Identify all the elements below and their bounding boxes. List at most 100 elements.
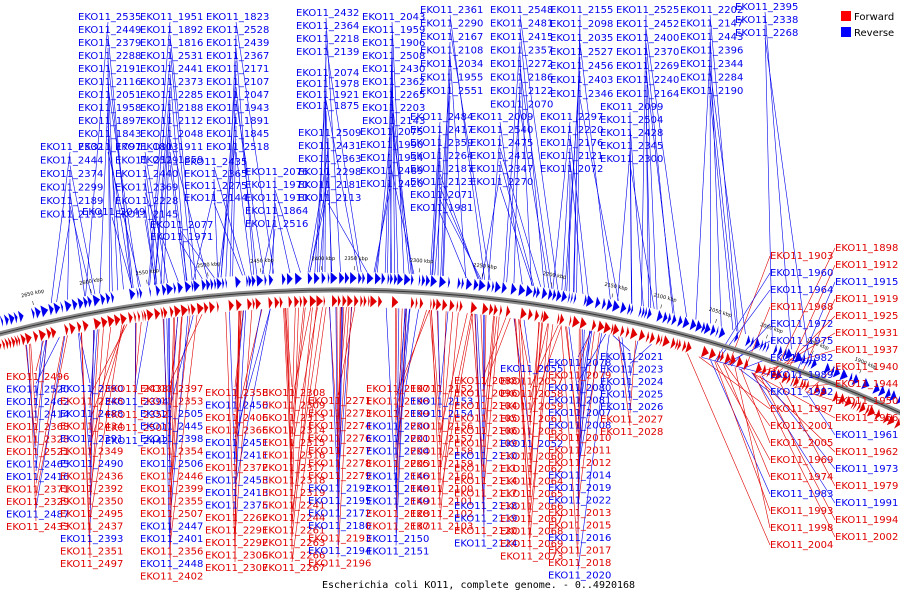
reverse-gene-arrow [762,340,766,352]
gene-label: EKO11_2167 [420,32,483,43]
forward-gene-arrow [766,366,771,378]
reverse-gene-arrow [847,372,853,384]
gene-label: EKO11_1898 [835,243,898,254]
gene-label: EKO11_2269 [616,61,679,72]
leader-line [566,326,579,445]
gene-label: EKO11_2300 [600,154,663,165]
leader-line [439,186,480,280]
scale-tick [90,288,92,293]
reverse-gene-arrow [525,285,533,297]
leader-line [144,219,157,285]
leader-line [291,307,323,513]
gene-label: EKO11_2156 [410,422,473,433]
gene-label: EKO11_2062 [500,464,563,475]
reverse-gene-arrow [110,291,114,304]
reverse-gene-arrow [221,277,225,290]
gene-label: EKO11_2292 [205,538,268,549]
reverse-gene-arrow [662,311,668,324]
leader-line [169,164,186,281]
leader-line [687,353,771,546]
gene-label: EKO11_2437 [60,522,123,533]
gene-label: EKO11_2317 [262,463,325,474]
reverse-gene-arrow [248,275,252,288]
gene-label: EKO11_2370 [616,47,679,58]
reverse-gene-arrow [82,296,88,309]
gene-label: EKO11_1975 [770,336,833,347]
gene-label: EKO11_2401 [140,534,203,545]
reverse-gene-arrow [281,273,286,286]
forward-gene-arrow [488,303,494,316]
gene-label: EKO11_2008 [548,421,611,432]
gene-label: EKO11_2368 [6,422,69,433]
forward-gene-arrow [493,304,498,316]
gene-label: EKO11_2014 [548,471,611,482]
forward-gene-arrow [268,296,273,309]
forward-gene-arrow [790,374,795,386]
leader-line [617,150,631,301]
forward-gene-arrow [7,337,12,349]
leader-line [764,11,792,350]
leader-line [30,343,37,422]
reverse-gene-arrow [777,345,783,357]
leader-line [529,322,543,476]
reverse-gene-arrow [210,278,214,291]
gene-label: EKO11_1925 [835,311,898,322]
reverse-gene-arrow [765,341,770,353]
leader-line [89,328,104,509]
leader-line [169,315,194,409]
leader-line [513,82,521,284]
leader-line [576,84,581,293]
gene-label: EKO11_2228 [115,196,178,207]
gene-label: EKO11_2328 [6,435,69,446]
gene-label: EKO11_2079 [548,371,611,382]
forward-gene-arrow [169,305,174,318]
gene-label: EKO11_2379 [78,38,141,49]
forward-gene-arrow [50,326,57,339]
scale-tick-label: 2550 kbp [135,268,159,277]
leader-line [99,99,109,294]
leader-line [395,308,410,434]
reverse-gene-arrow [430,275,437,287]
gene-label: EKO11_2204 [366,447,429,458]
gene-label: EKO11_2284 [680,73,743,84]
forward-gene-arrow [774,369,782,381]
leader-line [499,147,542,288]
forward-gene-arrow [630,327,638,340]
leader-line [35,340,44,372]
reverse-gene-arrow [695,320,702,332]
gene-label: EKO11_2456 [550,61,613,72]
gene-label: EKO11_2063 [500,427,563,438]
reverse-gene-arrow [256,274,264,287]
forward-gene-arrow [363,295,367,308]
forward-gene-arrow [4,337,9,350]
gene-label: EKO11_1997 [770,404,833,415]
reverse-gene-arrow [34,306,41,319]
reverse-gene-arrow [177,281,183,294]
gene-label: EKO11_2002 [835,532,898,543]
leader-line [629,163,655,309]
reverse-gene-arrow [700,321,706,334]
gene-label: EKO11_2047 [206,90,269,101]
forward-gene-arrow [856,400,861,412]
gene-label: EKO11_2262 [205,513,268,524]
forward-gene-arrow [676,339,681,351]
leader-line [499,186,533,286]
gene-label: EKO11_1992 [770,387,833,398]
gene-label: EKO11_2451 [205,438,268,449]
gene-label: EKO11_2078 [548,358,611,369]
leader-line [503,41,521,282]
reverse-gene-arrow [307,272,313,285]
leader-line [395,309,419,446]
forward-gene-arrow [252,297,255,310]
gene-label: EKO11_2112 [140,116,203,127]
gene-label: EKO11_1931 [835,328,898,339]
gene-label: EKO11_2374 [40,169,103,180]
gene-label: EKO11_2297 [540,112,603,123]
leader-line [499,160,535,286]
reverse-gene-arrow [606,298,613,311]
leader-line [89,326,112,496]
leader-line [577,330,591,370]
leader-line [395,308,398,384]
legend-forward-label: Forward [854,12,894,23]
forward-gene-arrow [247,298,252,311]
